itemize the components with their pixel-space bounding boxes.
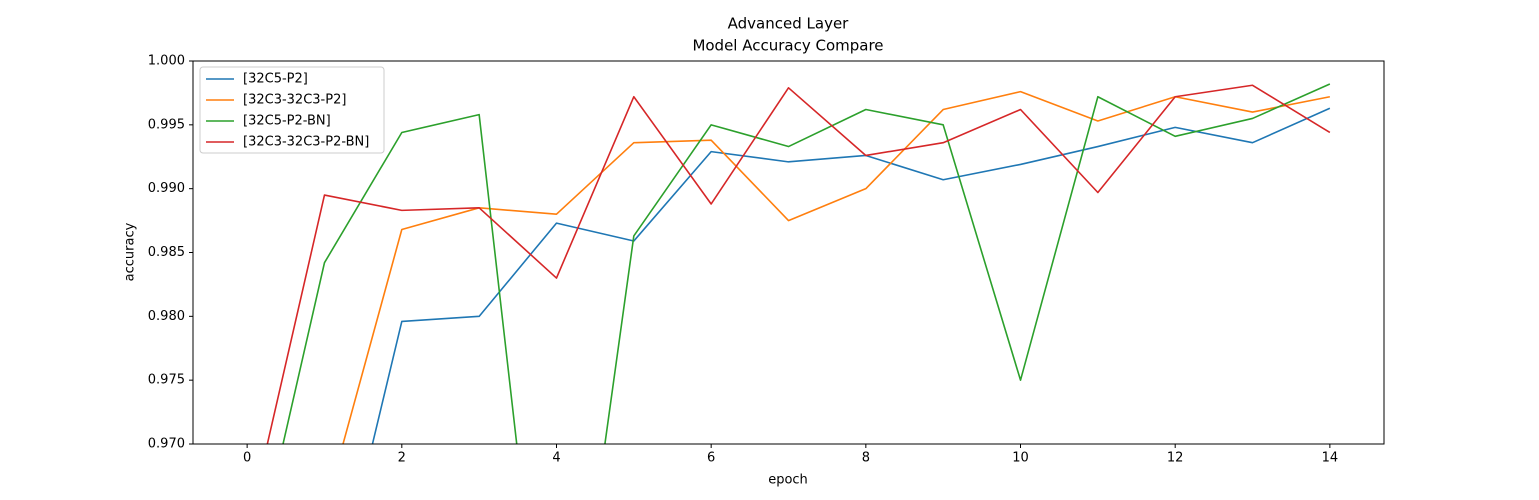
legend-label: [32C3-32C3-P2] xyxy=(243,93,346,108)
x-tick-label: 8 xyxy=(862,451,870,466)
plot-lines xyxy=(266,83,1331,444)
x-tick-label: 12 xyxy=(1167,451,1184,466)
series-line xyxy=(342,90,1331,444)
y-tick-label: 0.970 xyxy=(148,437,185,452)
y-tick-label: 1.000 xyxy=(148,54,185,69)
x-tick-label: 4 xyxy=(552,451,560,466)
series-line xyxy=(371,107,1331,444)
y-axis-label: accuracy xyxy=(123,222,138,281)
x-tick-label: 6 xyxy=(707,451,715,466)
x-tick-label: 2 xyxy=(398,451,406,466)
y-tick-label: 0.995 xyxy=(148,117,185,132)
series-line xyxy=(282,83,1331,444)
y-tick-label: 0.990 xyxy=(148,181,185,196)
legend-label: [32C5-P2] xyxy=(243,72,308,87)
chart-title: Advanced Layer xyxy=(728,15,850,33)
legend-label: [32C3-32C3-P2-BN] xyxy=(243,135,369,150)
y-tick-label: 0.975 xyxy=(148,373,185,388)
plot-frame xyxy=(192,60,1385,445)
x-tick-label: 10 xyxy=(1012,451,1029,466)
x-axis-label: epoch xyxy=(768,473,808,488)
legend-box xyxy=(199,66,385,154)
legend-label: [32C5-P2-BN] xyxy=(243,114,331,129)
y-tick-label: 0.985 xyxy=(148,245,185,260)
chart-subtitle: Model Accuracy Compare xyxy=(692,37,883,55)
x-tick-label: 14 xyxy=(1322,451,1339,466)
series-line xyxy=(266,84,1331,444)
x-tick-label: 0 xyxy=(243,451,251,466)
y-tick-label: 0.980 xyxy=(148,309,185,324)
